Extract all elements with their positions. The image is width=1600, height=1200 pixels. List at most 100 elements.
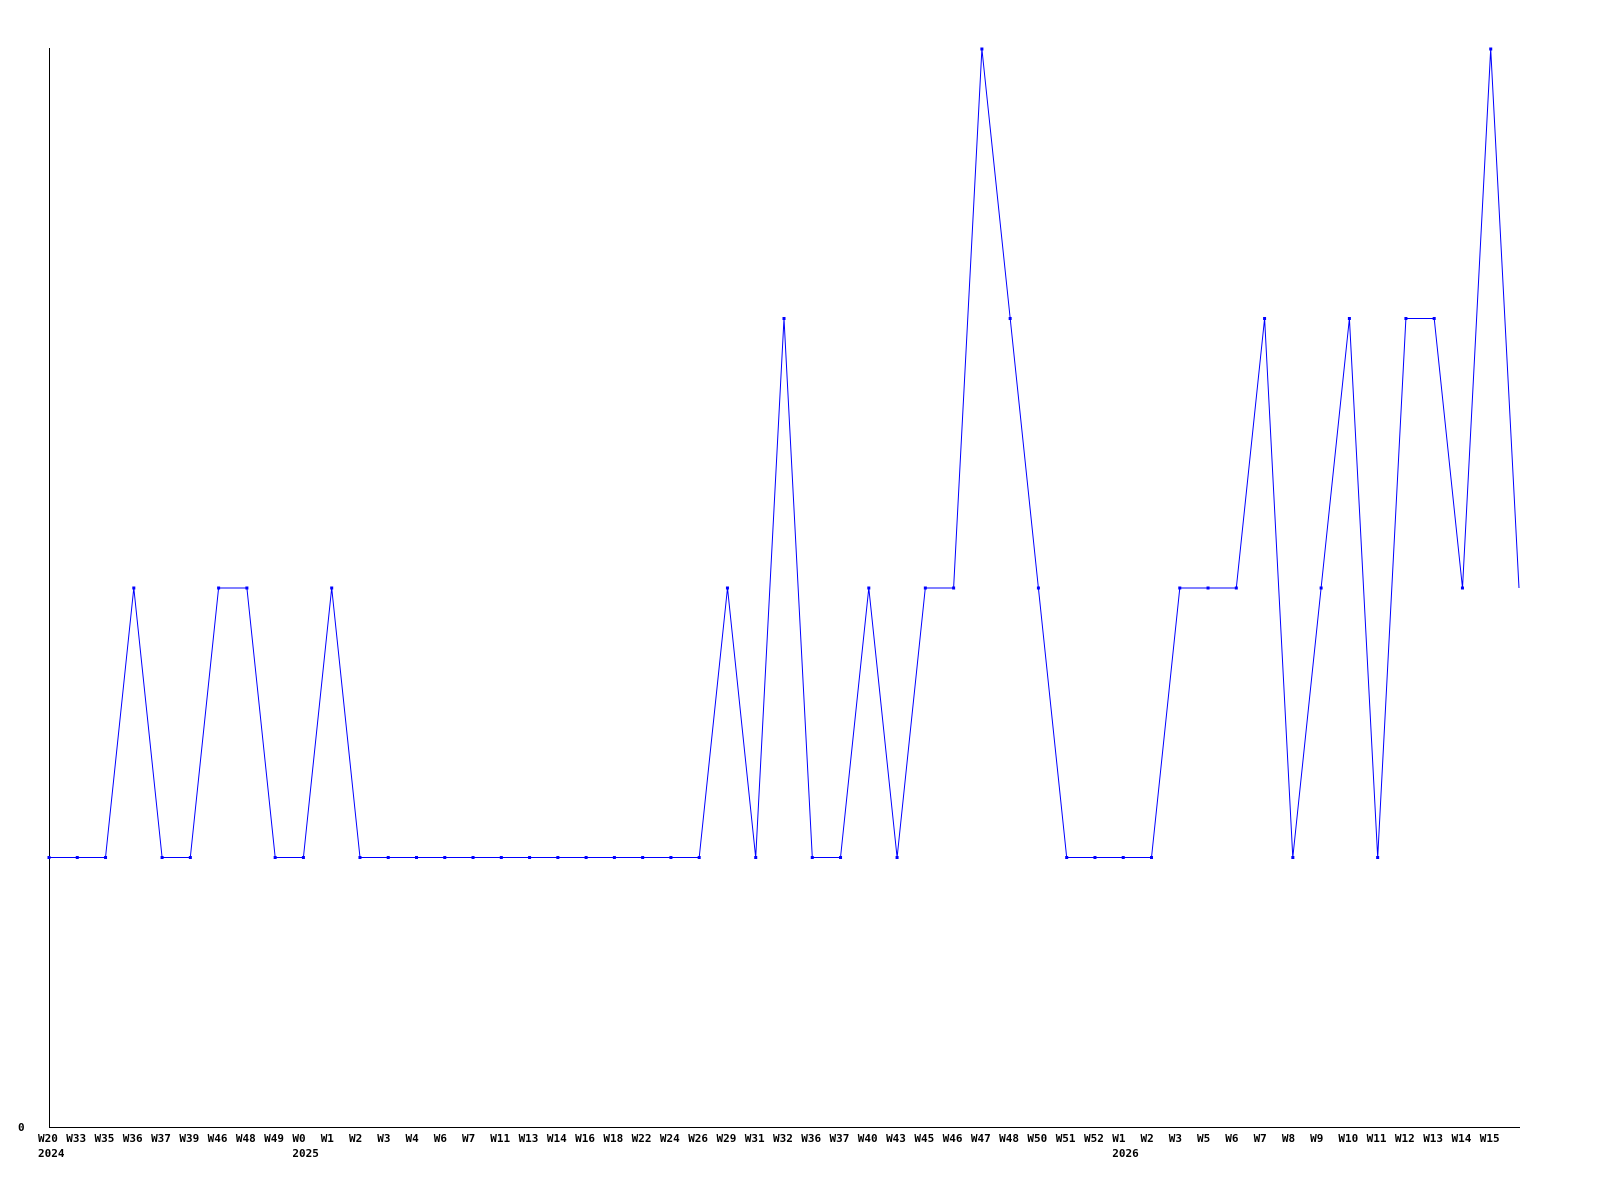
data-point <box>1206 586 1210 590</box>
data-point <box>612 856 616 859</box>
data-point <box>528 856 532 859</box>
x-tick-label: W0 <box>292 1132 305 1145</box>
data-point <box>556 856 560 859</box>
data-point <box>669 856 673 859</box>
data-point <box>75 856 79 859</box>
x-tick-label: W13 <box>519 1132 539 1145</box>
x-tick-label: W32 <box>773 1132 793 1145</box>
x-tick-label: W3 <box>1169 1132 1182 1145</box>
data-point <box>782 317 786 320</box>
x-tick-label: W1 <box>321 1132 335 1145</box>
data-point <box>697 856 701 859</box>
x-tick-label: W11 <box>1367 1132 1387 1145</box>
data-point <box>301 856 305 859</box>
data-point <box>1036 586 1040 590</box>
data-point <box>923 586 927 590</box>
x-tick-label: W43 <box>886 1132 906 1145</box>
data-point <box>217 586 221 590</box>
data-point <box>1008 317 1012 320</box>
x-tick-label: W26 <box>688 1132 708 1145</box>
x-tick-label: W40 <box>858 1132 878 1145</box>
data-point <box>1178 586 1182 590</box>
x-tick-label: W7 <box>462 1132 475 1145</box>
data-point <box>1460 586 1464 590</box>
data-point <box>1376 856 1380 859</box>
series-line <box>49 48 1520 858</box>
data-point <box>471 856 475 859</box>
x-tick-label: W5 <box>1197 1132 1210 1145</box>
data-point <box>754 856 758 859</box>
x-tick-label: W6 <box>434 1132 448 1145</box>
data-point <box>725 586 729 590</box>
x-tick-label: W20 <box>38 1132 58 1145</box>
x-tick-label: W22 <box>632 1132 652 1145</box>
x-tick-label: W18 <box>603 1132 623 1145</box>
x-tick-label: W16 <box>575 1132 595 1145</box>
x-tick-label: W46 <box>943 1132 963 1145</box>
x-tick-label: W11 <box>490 1132 510 1145</box>
x-tick-label: W31 <box>745 1132 765 1145</box>
x-tick-label: W39 <box>179 1132 199 1145</box>
data-point <box>245 586 249 590</box>
data-point <box>867 586 871 590</box>
data-point <box>273 856 277 859</box>
data-point <box>47 856 51 859</box>
x-tick-label: W37 <box>830 1132 850 1145</box>
x-tick-label: W36 <box>801 1132 821 1145</box>
data-point <box>1065 856 1069 859</box>
data-point <box>1234 586 1238 590</box>
data-point <box>839 856 843 859</box>
data-point <box>1319 586 1323 590</box>
data-point <box>160 856 164 859</box>
data-point <box>188 856 192 859</box>
x-tick-label: W1 <box>1112 1132 1126 1145</box>
data-point <box>1347 317 1351 320</box>
x-tick-label: W3 <box>377 1132 390 1145</box>
data-point <box>895 856 899 859</box>
x-tick-label: W9 <box>1310 1132 1323 1145</box>
x-tick-label: W7 <box>1254 1132 1267 1145</box>
x-tick-label: W37 <box>151 1132 171 1145</box>
x-tick-label: W13 <box>1423 1132 1443 1145</box>
data-point <box>358 856 362 859</box>
data-point <box>104 856 108 859</box>
data-point <box>132 586 136 590</box>
x-tick-label: W15 <box>1480 1132 1500 1145</box>
data-point <box>952 586 956 590</box>
data-point <box>584 856 588 859</box>
data-point <box>1291 856 1295 859</box>
data-point <box>1093 856 1097 859</box>
x-tick-label: W35 <box>95 1132 115 1145</box>
x-tick-label: W48 <box>999 1132 1019 1145</box>
x-tick-label: W45 <box>914 1132 934 1145</box>
data-point <box>810 856 814 859</box>
x-tick-label: W46 <box>208 1132 228 1145</box>
data-point <box>1150 856 1153 859</box>
x-tick-label: W2 <box>349 1132 362 1145</box>
x-tick-label: W8 <box>1282 1132 1295 1145</box>
x-tick-label: W49 <box>264 1132 284 1145</box>
x-tick-label: W33 <box>66 1132 86 1145</box>
x-tick-label: W10 <box>1338 1132 1358 1145</box>
x-tick-label: W4 <box>406 1132 420 1145</box>
x-tick-label: W29 <box>716 1132 736 1145</box>
x-tick-label: W48 <box>236 1132 256 1145</box>
data-point <box>980 47 984 51</box>
data-point <box>1263 317 1267 320</box>
data-point <box>641 856 645 859</box>
data-point <box>499 856 503 859</box>
x-tick-label: W50 <box>1027 1132 1047 1145</box>
y-tick-label: 0 <box>18 1121 25 1134</box>
data-point <box>415 856 418 859</box>
data-point <box>330 586 334 590</box>
data-point <box>1489 47 1493 51</box>
year-label: 2026 <box>1112 1147 1139 1160</box>
x-tick-label: W6 <box>1225 1132 1239 1145</box>
data-point <box>443 856 447 859</box>
x-tick-label: W47 <box>971 1132 991 1145</box>
x-tick-label: W52 <box>1084 1132 1104 1145</box>
x-tick-label: W12 <box>1395 1132 1415 1145</box>
x-tick-label: W36 <box>123 1132 143 1145</box>
data-point <box>1404 317 1408 320</box>
x-tick-label: W2 <box>1141 1132 1154 1145</box>
